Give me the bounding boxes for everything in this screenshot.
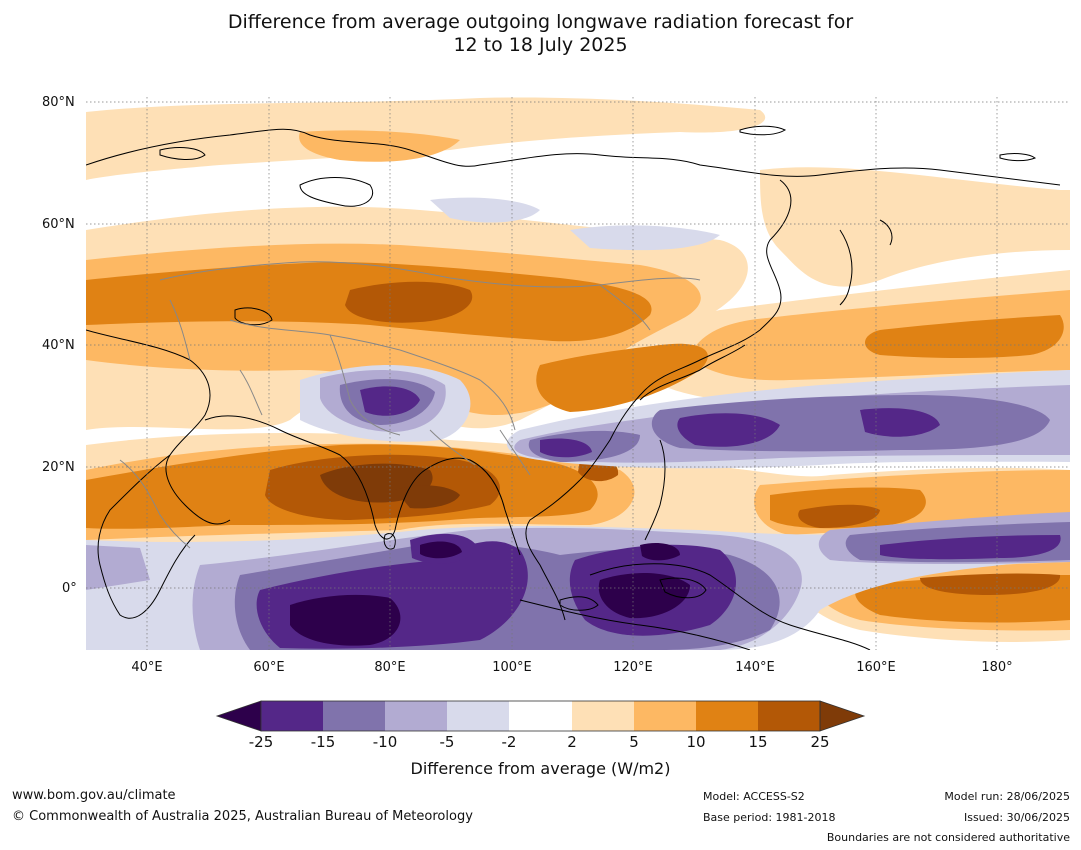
footer-model: Model: ACCESS-S2 (703, 790, 805, 803)
footer-issued: Issued: 30/06/2025 (963, 811, 1070, 824)
colorbar-label: Difference from average (W/m2) (410, 759, 671, 778)
lon-label-100e: 100°E (492, 660, 532, 675)
colorbar-extend-high (819, 700, 866, 732)
colorbar-segment-15-25 (758, 701, 820, 731)
footer-model-run: Model run: 28/06/2025 (944, 790, 1070, 803)
lon-label-80e: 80°E (374, 660, 406, 675)
colorbar-tick: 25 (810, 733, 830, 751)
colorbar-extend-low (215, 700, 262, 732)
olr-anomaly-map (86, 97, 1070, 650)
footer-copyright: © Commonwealth of Australia 2025, Austra… (12, 809, 473, 824)
footer-disclaimer: Boundaries are not considered authoritat… (826, 831, 1070, 844)
lat-label-40n: 40°N (42, 338, 75, 353)
colorbar-tick: 5 (629, 733, 639, 751)
colorbar-segment-m2-2 (509, 701, 572, 731)
colorbar-tick: -2 (501, 733, 517, 751)
gridlines (86, 97, 1070, 650)
anomaly-lt-minus25 (290, 541, 690, 646)
colorbar-outline (260, 700, 821, 732)
colorbar-segment-m5-m2 (447, 701, 509, 731)
footer-base-period: Base period: 1981-2018 (703, 811, 836, 824)
map-title-line1: Difference from average outgoing longwav… (227, 11, 854, 33)
lon-label-120e: 120°E (613, 660, 653, 675)
colorbar-segment-5-10 (634, 701, 696, 731)
coastlines (86, 125, 1061, 650)
colorbar-segment-m25-m15 (261, 701, 323, 731)
lat-label-80n: 80°N (42, 95, 75, 110)
country-boundaries (119, 261, 701, 549)
colorbar-tick: -10 (372, 733, 398, 751)
colorbar-segment-m10-m5 (385, 701, 447, 731)
colorbar-tick: 2 (567, 733, 577, 751)
lon-label-180: 180° (981, 660, 1013, 675)
colorbar-tick: -5 (439, 733, 455, 751)
lat-label-0: 0° (62, 581, 77, 596)
lat-label-20n: 20°N (42, 460, 75, 475)
anomaly-field (86, 97, 1070, 650)
footer-url[interactable]: www.bom.gov.au/climate (12, 788, 176, 803)
colorbar-segment-2-5 (572, 701, 634, 731)
colorbar-tick: 10 (686, 733, 706, 751)
colorbar-segment-m15-m10 (323, 701, 385, 731)
colorbar-tick: -15 (310, 733, 336, 751)
colorbar-tick: -25 (248, 733, 274, 751)
lon-label-40e: 40°E (131, 660, 163, 675)
lon-label-140e: 140°E (735, 660, 775, 675)
anomaly-gt-25 (320, 463, 460, 509)
lon-label-160e: 160°E (856, 660, 896, 675)
lon-label-60e: 60°E (253, 660, 285, 675)
map-title-line2: 12 to 18 July 2025 (453, 34, 628, 56)
colorbar-tick: 15 (748, 733, 768, 751)
colorbar-segment-10-15 (696, 701, 758, 731)
lat-label-60n: 60°N (42, 217, 75, 232)
